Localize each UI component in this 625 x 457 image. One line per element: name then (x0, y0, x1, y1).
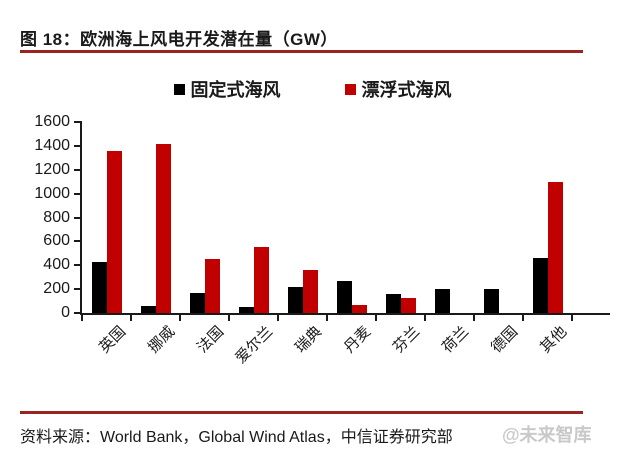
x-axis-tick (473, 313, 475, 321)
x-axis-tick (522, 313, 524, 321)
bar-group (327, 122, 376, 313)
x-axis-tick (424, 313, 426, 321)
floating-wind-bar (547, 181, 563, 313)
floating-wind-bar (204, 259, 220, 313)
y-axis-tick-label: 1000 (34, 184, 70, 202)
x-axis-tick (81, 313, 83, 321)
floating-wind-bar (400, 298, 416, 313)
floating-wind-bar (155, 143, 171, 313)
y-axis-tick (74, 288, 82, 291)
bar-group (82, 122, 131, 313)
watermark: @未来智库 (502, 425, 592, 445)
y-axis-tick-label: 1200 (34, 160, 70, 178)
legend-swatch (173, 83, 185, 95)
y-axis-tick (74, 216, 82, 219)
legend-label: 固定式海风 (190, 80, 281, 100)
y-axis-tick-label: 0 (61, 304, 70, 321)
y-axis-tick-label: 600 (43, 232, 70, 250)
fixed-wind-bar (434, 288, 450, 313)
x-axis-tick (277, 313, 279, 321)
bar-group (523, 122, 572, 313)
bar-group (425, 122, 474, 313)
fixed-wind-bar (91, 261, 107, 313)
bar-group (131, 122, 180, 313)
x-axis-tick (571, 313, 573, 321)
floating-wind-bar (302, 270, 318, 313)
y-axis-tick-label: 200 (43, 280, 70, 298)
fixed-wind-bar (238, 307, 254, 313)
floating-wind-bar (253, 246, 269, 313)
source-text: 资料来源：World Bank，Global Wind Atlas，中信证券研究… (20, 429, 453, 446)
fixed-wind-bar (140, 305, 156, 313)
chart-legend: 固定式海风 漂浮式海风 (0, 76, 625, 102)
y-axis-tick-label: 800 (43, 208, 70, 226)
x-axis-tick (375, 313, 377, 321)
x-axis-tick (326, 313, 328, 321)
bar-group (229, 122, 278, 313)
floating-wind-bar (106, 150, 122, 313)
fixed-wind-bar (483, 289, 499, 313)
bar-group (180, 122, 229, 313)
y-axis-tick-label: 1600 (34, 113, 70, 130)
y-axis-tick-label: 1400 (34, 136, 70, 154)
legend-item: 漂浮式海风 (344, 76, 452, 102)
y-axis-tick-label: 400 (43, 256, 70, 274)
y-axis-tick (74, 121, 82, 123)
y-axis-tick (74, 168, 82, 171)
y-axis-tick (74, 312, 82, 314)
y-axis-tick (74, 240, 82, 243)
x-axis-tick (179, 313, 181, 321)
x-axis-tick (130, 313, 132, 321)
legend-swatch (344, 83, 356, 95)
fixed-wind-bar (189, 292, 205, 313)
y-axis-tick (74, 264, 82, 267)
fixed-wind-bar (385, 293, 401, 313)
figure-title: 图 18：欧洲海上风电开发潜在量（GW） (20, 30, 338, 49)
title-underline (20, 50, 583, 53)
fixed-wind-bar (287, 286, 303, 313)
legend-item: 固定式海风 (173, 76, 281, 102)
legend-label: 漂浮式海风 (361, 80, 452, 100)
x-axis-tick (228, 313, 230, 321)
source-divider (20, 411, 583, 414)
bar-group (376, 122, 425, 313)
floating-wind-bar (351, 304, 367, 313)
fixed-wind-bar (336, 281, 352, 313)
bar-chart: 0 200 400 600 800 1000 1200 1400 1600 英国 挪威 法国 爱尔兰 瑞典… (34, 113, 610, 367)
y-axis-tick (74, 144, 82, 147)
y-axis-tick (74, 192, 82, 195)
fixed-wind-bar (532, 258, 548, 313)
bar-group (474, 122, 523, 313)
bar-group (278, 122, 327, 313)
